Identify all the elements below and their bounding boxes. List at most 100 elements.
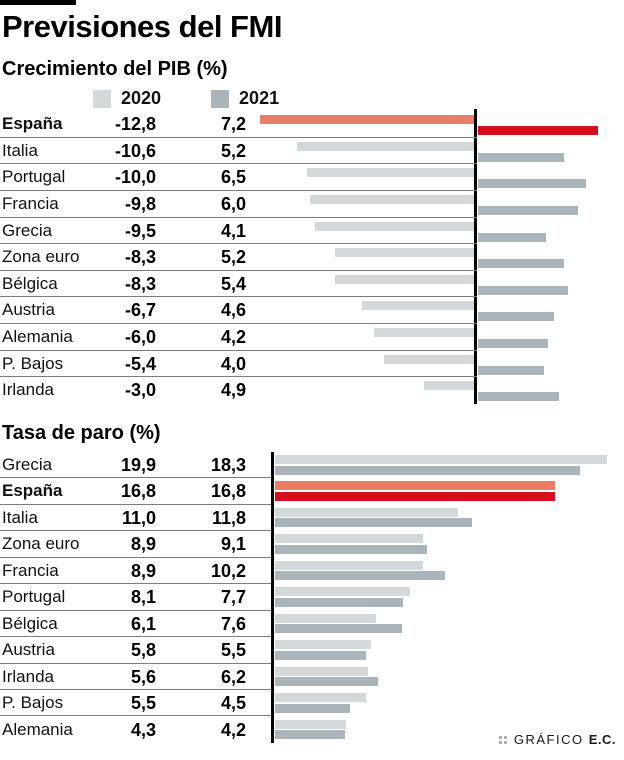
value-2021: 4,9 <box>220 380 246 401</box>
country-label: Grecia <box>2 455 53 474</box>
bar-2020 <box>306 168 474 178</box>
credit-text: GRÁFICO E.C. <box>514 732 616 747</box>
bar-2020 <box>296 141 474 151</box>
bar-2021 <box>274 677 379 687</box>
value-2021: 11,8 <box>211 507 246 528</box>
country-label: Alemania <box>2 719 73 739</box>
bar-2021 <box>274 597 404 607</box>
value-2021: 5,2 <box>220 247 246 268</box>
value-2020: -10,0 <box>114 167 156 188</box>
gdp-growth-plot: España -12,8 7,2 Italia -10,6 5,2 Portugal -10,… <box>0 109 624 404</box>
dots-grid-icon <box>498 735 507 744</box>
country-label: Francia <box>2 193 59 213</box>
table-row: Alemania 4,3 4,2 <box>0 717 624 743</box>
bar-2021 <box>477 339 548 349</box>
row-divider <box>0 376 477 378</box>
row-divider <box>0 269 477 271</box>
value-2020: -8,3 <box>124 273 156 294</box>
bar-2021 <box>477 259 565 269</box>
country-label: Francia <box>2 560 59 580</box>
country-label: España <box>2 114 63 133</box>
value-2020: -8,3 <box>124 247 156 268</box>
table-row: Zona euro -8,3 5,2 <box>0 244 624 271</box>
table-row: Bélgica -8,3 5,4 <box>0 271 624 298</box>
value-2020: 6,1 <box>130 613 156 634</box>
bar-2020 <box>274 534 424 544</box>
country-label: Zona euro <box>2 247 80 267</box>
bar-2020 <box>335 274 474 284</box>
value-2021: 10,2 <box>210 560 246 581</box>
row-divider <box>0 136 477 138</box>
country-label: Bélgica <box>2 613 58 633</box>
country-label: España <box>2 481 63 501</box>
bar-2020 <box>274 507 459 517</box>
country-label: P. Bajos <box>2 353 64 373</box>
value-2021: 7,7 <box>220 587 246 608</box>
bar-2021 <box>477 152 565 162</box>
table-row: España 16,8 16,8 <box>0 478 624 505</box>
source-credit: GRÁFICO E.C. <box>498 732 616 747</box>
bar-2020 <box>274 640 372 650</box>
axis-line <box>271 452 274 743</box>
row-divider <box>0 715 271 717</box>
value-2021: 4,1 <box>220 220 246 241</box>
table-row: P. Bajos -5,4 4,0 <box>0 351 624 378</box>
table-row: Austria 5,8 5,5 <box>0 637 624 664</box>
table-row: Irlanda 5,6 6,2 <box>0 664 624 691</box>
bar-2021 <box>274 571 446 581</box>
value-2020: 5,8 <box>130 640 156 661</box>
bar-2020 <box>274 455 608 464</box>
value-2020: 4,3 <box>130 719 156 740</box>
row-divider <box>0 609 271 611</box>
bar-2020 <box>373 328 474 338</box>
gdp-chart-title: Crecimiento del PIB (%) <box>2 58 228 80</box>
legend-label-2020: 2020 <box>121 88 162 108</box>
bar-2021 <box>274 491 556 501</box>
bar-2021 <box>274 465 581 475</box>
top-accent-bar <box>0 0 76 5</box>
table-row: P. Bajos 5,5 4,5 <box>0 690 624 717</box>
value-2021: 9,1 <box>220 534 246 555</box>
row-divider <box>0 689 271 691</box>
value-2021: 4,6 <box>220 300 246 321</box>
table-row: España -12,8 7,2 <box>0 111 624 138</box>
value-2020: -6,0 <box>124 327 156 348</box>
country-label: Irlanda <box>2 380 54 400</box>
bar-2020 <box>274 666 369 676</box>
value-2020: 11,0 <box>121 507 156 528</box>
country-label: Bélgica <box>2 273 58 293</box>
bar-2020 <box>315 221 474 231</box>
value-2021: 6,0 <box>220 193 246 214</box>
country-label: Italia <box>2 140 38 160</box>
row-divider <box>0 477 271 479</box>
bar-2020 <box>274 719 347 729</box>
value-2020: 19,9 <box>120 455 156 475</box>
row-divider <box>0 296 477 298</box>
value-2021: 6,2 <box>220 666 246 687</box>
country-label: Portugal <box>2 167 66 187</box>
country-label: Irlanda <box>2 666 54 686</box>
bar-2021 <box>274 518 472 528</box>
bar-2021 <box>477 179 587 189</box>
bar-2020 <box>274 481 556 491</box>
table-row: Grecia -9,5 4,1 <box>0 218 624 245</box>
bar-2020 <box>259 115 474 124</box>
value-2021: 6,5 <box>220 167 246 188</box>
row-divider <box>0 216 477 218</box>
table-row: Francia -9,8 6,0 <box>0 191 624 218</box>
table-row: Irlanda -3,0 4,9 <box>0 377 624 404</box>
value-2020: -12,8 <box>114 114 156 134</box>
value-2020: -10,6 <box>114 140 156 161</box>
bar-2020 <box>274 560 424 570</box>
value-2021: 16,8 <box>210 481 246 502</box>
bar-2020 <box>383 354 474 364</box>
bar-2021 <box>477 392 560 402</box>
row-divider <box>0 349 477 351</box>
bar-2020 <box>361 301 474 311</box>
bar-2021 <box>477 285 568 295</box>
value-2020: 5,6 <box>130 666 156 687</box>
unemployment-plot: Grecia 19,9 18,3 España 16,8 16,8 Italia 11,0 11… <box>0 452 624 743</box>
bar-2021 <box>477 205 578 215</box>
bar-2021 <box>477 126 598 135</box>
